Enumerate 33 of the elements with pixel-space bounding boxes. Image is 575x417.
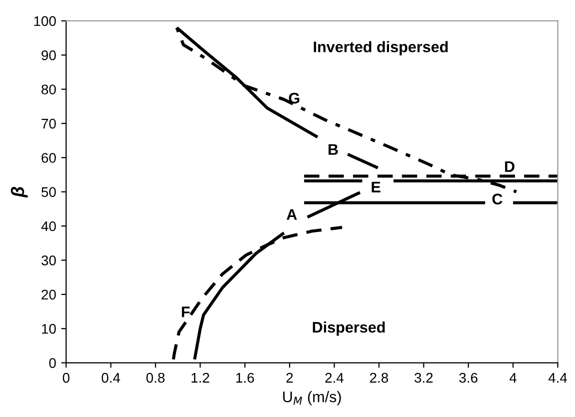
y-tick-label: 100 [34, 16, 56, 26]
x-tick-label: 1.6 [236, 372, 254, 383]
annotation: C [492, 194, 502, 204]
x-tick-label: 4 [510, 373, 517, 383]
x-tick-label: 2.8 [370, 372, 388, 383]
y-tick-label: 40 [41, 221, 56, 232]
y-tick-label: 0 [49, 358, 56, 368]
annotation: A [286, 209, 297, 220]
x-tick-label: 0 [62, 372, 70, 383]
annotation: Dispersed [312, 321, 385, 336]
x-tick-label: 2 [286, 372, 293, 383]
y-tick-label: 20 [42, 290, 56, 300]
x-tick-label: 0.4 [102, 372, 120, 383]
annotation: F [182, 306, 190, 318]
y-tick-label: 30 [41, 256, 56, 266]
annotation: D [505, 161, 514, 172]
annotation: E [372, 182, 380, 192]
x-tick-label: 0.8 [146, 372, 165, 383]
y-tick-label: 60 [42, 152, 56, 163]
annotation: B [328, 144, 338, 155]
x-tick-label: 1.2 [192, 372, 210, 383]
y-axis-title: β [10, 186, 28, 198]
y-tick-label: 10 [42, 324, 56, 334]
y-tick-label: 80 [42, 84, 56, 94]
x-axis-title: U$_{M}$ (m/s) [283, 391, 341, 406]
x-tick-label: 3.6 [459, 372, 478, 383]
y-tick-label: 90 [42, 50, 56, 60]
x-tick-label: 4.4 [548, 373, 567, 383]
x-tick-label: 2.4 [325, 372, 344, 383]
y-tick-label: 70 [42, 118, 56, 129]
annotation: Inverted dispersed [314, 41, 448, 56]
x-tick-label: 3.2 [414, 372, 433, 383]
y-tick-label: 50 [42, 187, 56, 197]
